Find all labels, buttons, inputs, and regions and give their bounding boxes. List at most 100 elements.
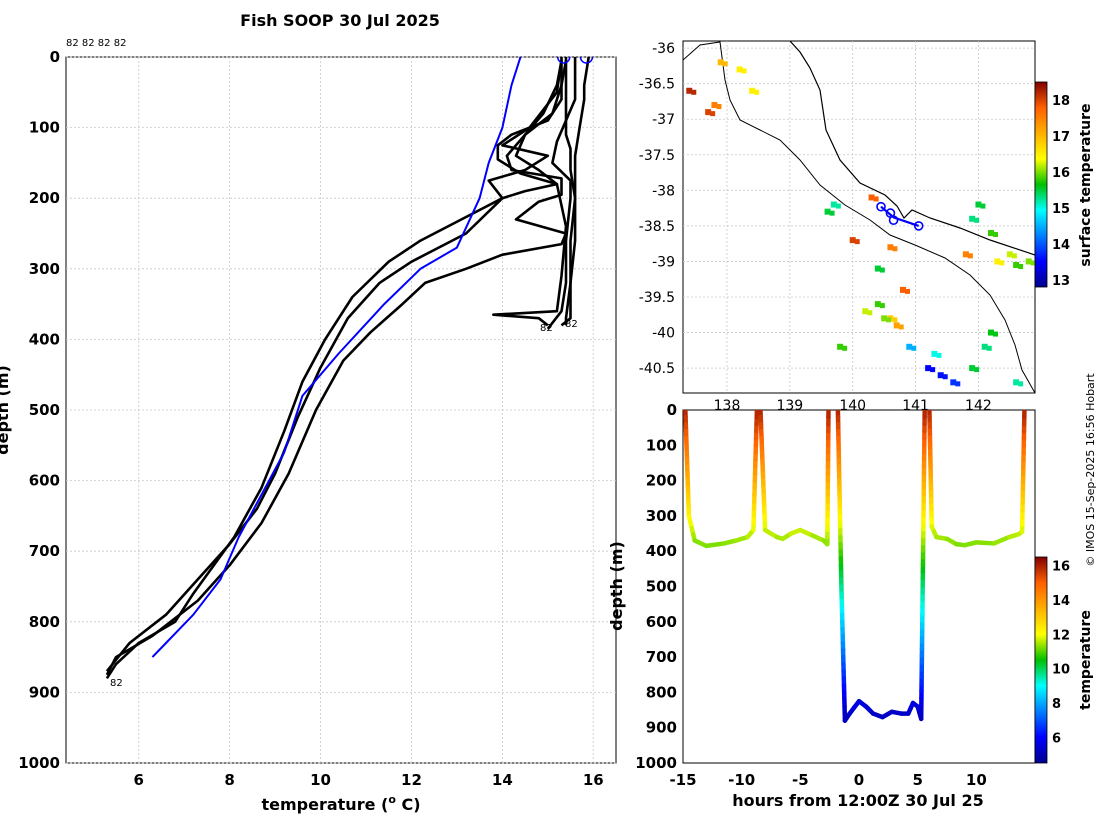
profile-xlabel: temperature (o C) [261, 793, 420, 814]
map-colorbar-tick-label: 15 [1052, 202, 1070, 217]
sst-pixel [691, 90, 696, 95]
profile-plot-area [66, 57, 616, 763]
sst-pixel [968, 253, 973, 258]
sst-pixel [874, 196, 879, 201]
profile-ytick-label: 200 [29, 189, 60, 207]
section-xtick-label: 10 [966, 771, 987, 789]
map-colorbar-tick-label: 13 [1052, 274, 1070, 289]
sst-pixel [842, 346, 847, 351]
sst-pixel [936, 353, 941, 358]
section-colorbar-tick-label: 14 [1052, 594, 1070, 609]
section-xtick-label: -5 [792, 771, 809, 789]
section-ytick-label: 700 [646, 648, 677, 666]
map-ytick-label: -36 [652, 41, 675, 57]
credit-text: © IMOS 15-Sep-2025 16:56 Hobart [1084, 373, 1097, 567]
map-ytick-label: -39 [652, 254, 675, 270]
sst-pixel [1018, 264, 1023, 269]
section-path-segment [976, 542, 994, 543]
section-ytick-label: 100 [646, 436, 677, 454]
map-plot-area [683, 41, 1035, 393]
map-ytick-label: -38.5 [639, 219, 675, 235]
section-xtick-label: 5 [912, 771, 922, 789]
section-ytick-label: 800 [646, 683, 677, 701]
map-colorbar-tick-label: 17 [1052, 130, 1070, 145]
section-colorbar [1035, 557, 1047, 763]
sst-pixel [993, 232, 998, 237]
section-xtick-label: -15 [669, 771, 696, 789]
section-xlabel: hours from 12:00Z 30 Jul 25 [732, 791, 983, 810]
map-ytick-label: -37.5 [639, 148, 675, 164]
sst-pixel [880, 268, 885, 273]
section-colorbar-tick-label: 16 [1052, 560, 1070, 575]
map-ytick-label: -38 [652, 183, 675, 199]
section-colorbar-tick-label: 8 [1052, 697, 1061, 712]
sst-pixel [892, 246, 897, 251]
profile-xtick-label: 16 [583, 771, 604, 789]
sst-pixel [716, 104, 721, 109]
section-colorbar-label: temperature [1078, 610, 1094, 710]
section-ytick-label: 500 [646, 578, 677, 596]
profile-ytick-label: 300 [29, 260, 60, 278]
sst-pixel [742, 68, 747, 73]
section-ytick-label: 600 [646, 613, 677, 631]
profile-xtick-label: 10 [310, 771, 331, 789]
section-xtick-label: 0 [854, 771, 864, 789]
sst-pixel [867, 310, 872, 315]
map-colorbar-label: surface temperature [1078, 103, 1094, 266]
section-path-segment [706, 543, 724, 545]
sst-pixel [974, 367, 979, 372]
map-colorbar-tick-label: 16 [1052, 166, 1070, 181]
profile-xtick-label: 14 [492, 771, 513, 789]
map-colorbar-tick-label: 18 [1052, 94, 1070, 109]
section-ylabel: depth (m) [607, 541, 626, 631]
section-ytick-label: 300 [646, 507, 677, 525]
sst-pixel [1018, 381, 1023, 386]
sst-pixel [974, 218, 979, 223]
profile-end-tag-mid2: 82 [565, 319, 578, 330]
profile-end-tag-mid: 82 [540, 323, 553, 334]
section-ytick-label: 400 [646, 542, 677, 560]
profile-ytick-label: 1000 [18, 754, 60, 772]
sst-pixel [723, 61, 728, 66]
sst-pixel [1012, 253, 1017, 258]
sst-pixel [855, 239, 860, 244]
sst-pixel [710, 111, 715, 116]
profile-ytick-label: 500 [29, 401, 60, 419]
map-ytick-label: -36.5 [639, 77, 675, 93]
section-plot-area [683, 410, 1035, 763]
sst-pixel [987, 346, 992, 351]
section-ytick-label: 0 [667, 401, 677, 419]
map-ytick-label: -40.5 [639, 361, 675, 377]
profile-ytick-label: 400 [29, 330, 60, 348]
figure-title: Fish SOOP 30 Jul 2025 [240, 11, 440, 30]
profile-ytick-label: 100 [29, 119, 60, 137]
sst-pixel [886, 317, 891, 322]
sst-pixel [999, 260, 1004, 265]
sst-pixel [892, 317, 897, 322]
section-ytick-label: 200 [646, 472, 677, 490]
section-ytick-label: 900 [646, 719, 677, 737]
section-colorbar-tick-label: 10 [1052, 663, 1070, 678]
profile-xtick-label: 6 [134, 771, 144, 789]
section-colorbar-tick-label: 6 [1052, 731, 1061, 746]
sst-pixel [993, 332, 998, 337]
map-ytick-label: -37 [652, 112, 675, 128]
map-colorbar [1035, 82, 1047, 287]
section-xtick-label: -10 [728, 771, 755, 789]
profile-ytick-label: 800 [29, 613, 60, 631]
profile-ytick-label: 700 [29, 542, 60, 560]
sst-pixel [899, 324, 904, 329]
map-colorbar-tick-label: 14 [1052, 238, 1070, 253]
profile-top-tags: 82 82 82 82 [66, 38, 126, 49]
profile-xtick-label: 12 [401, 771, 422, 789]
profile-ytick-label: 0 [50, 48, 60, 66]
sst-pixel [905, 289, 910, 294]
sst-pixel [830, 211, 835, 216]
profile-xtick-label: 8 [224, 771, 234, 789]
section-ytick-label: 1000 [635, 754, 677, 772]
profile-end-tag-deep: 82 [110, 678, 123, 689]
